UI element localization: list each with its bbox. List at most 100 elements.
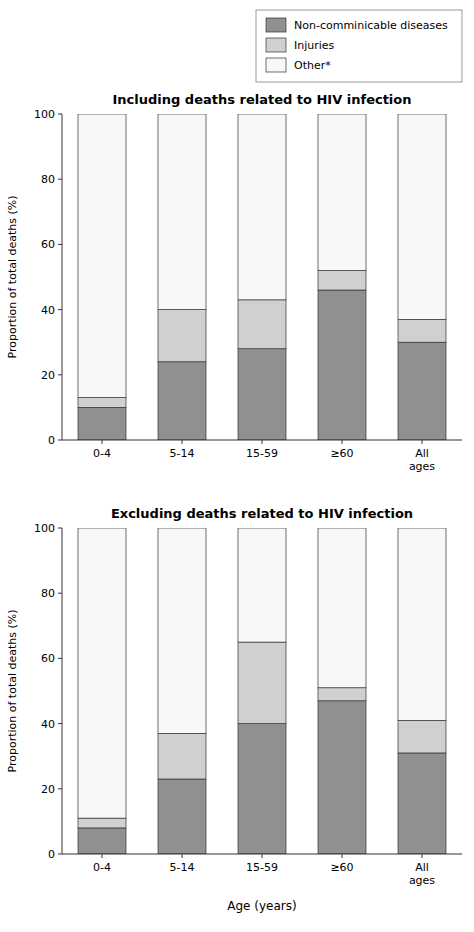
bar-segment — [318, 688, 366, 701]
x-tick-label: 15-59 — [246, 447, 278, 460]
x-tick — [102, 854, 103, 858]
legend-label: Other* — [294, 59, 331, 72]
bar-segment — [398, 114, 446, 319]
y-tick — [58, 723, 62, 724]
y-axis-line — [62, 528, 63, 854]
y-tick — [58, 440, 62, 441]
bar-segment — [78, 828, 126, 854]
x-axis-label: Age (years) — [227, 899, 296, 913]
bars — [78, 528, 446, 854]
x-tick-label: Allages — [409, 447, 435, 473]
x-tick — [102, 440, 103, 444]
bar-segment — [318, 114, 366, 270]
bar-segment — [398, 753, 446, 854]
bar-segment — [238, 349, 286, 440]
x-tick-label-line: 0-4 — [93, 447, 111, 460]
x-tick-label: ≥60 — [330, 447, 353, 460]
y-tick-label: 60 — [41, 238, 55, 251]
y-tick — [58, 309, 62, 310]
chart-title: Excluding deaths related to HIV infectio… — [111, 506, 413, 521]
y-tick-label: 80 — [41, 173, 55, 186]
bars — [78, 114, 446, 440]
bar-segment — [78, 407, 126, 440]
x-tick — [182, 440, 183, 444]
y-tick — [58, 244, 62, 245]
x-tick-label-line: ≥60 — [330, 447, 353, 460]
x-tick-label: 0-4 — [93, 447, 111, 460]
bar-segment — [238, 724, 286, 854]
bar-segment — [318, 270, 366, 290]
y-tick-label: 0 — [48, 434, 55, 447]
legend: Non-comminicable diseases Injuries Other* — [256, 10, 462, 82]
y-tick-label: 100 — [34, 522, 55, 535]
x-tick-label: 5-14 — [170, 447, 195, 460]
y-tick — [58, 593, 62, 594]
x-tick — [422, 440, 423, 444]
x-tick-label: ≥60 — [330, 861, 353, 874]
x-tick-label-line: ages — [409, 460, 435, 473]
y-tick — [58, 179, 62, 180]
legend-swatch — [266, 38, 286, 52]
y-tick — [58, 788, 62, 789]
chart-title: Including deaths related to HIV infectio… — [112, 92, 411, 107]
y-tick-label: 0 — [48, 848, 55, 861]
bar-segment — [78, 398, 126, 408]
bar-segment — [158, 310, 206, 362]
bar-segment — [398, 342, 446, 440]
y-tick-label: 100 — [34, 108, 55, 121]
bar-segment — [318, 528, 366, 688]
y-tick — [58, 658, 62, 659]
y-axis-label: Proportion of total deaths (%) — [6, 195, 19, 358]
legend-label: Injuries — [294, 39, 335, 52]
x-tick — [342, 440, 343, 444]
x-tick-label: 5-14 — [170, 861, 195, 874]
y-tick-label: 80 — [41, 587, 55, 600]
y-axis-label: Proportion of total deaths (%) — [6, 609, 19, 772]
x-tick-label-line: 15-59 — [246, 861, 278, 874]
y-tick — [58, 854, 62, 855]
x-tick-label-line: ≥60 — [330, 861, 353, 874]
x-tick-label-line: 5-14 — [170, 861, 195, 874]
y-tick-label: 20 — [41, 369, 55, 382]
y-tick-label: 40 — [41, 718, 55, 731]
y-tick-label: 20 — [41, 783, 55, 796]
bar-segment — [398, 720, 446, 753]
y-tick — [58, 374, 62, 375]
y-tick-label: 60 — [41, 652, 55, 665]
x-tick-label-line: 5-14 — [170, 447, 195, 460]
bar-segment — [318, 290, 366, 440]
bar-segment — [238, 642, 286, 724]
y-tick-label: 40 — [41, 304, 55, 317]
legend-label: Non-comminicable diseases — [294, 19, 448, 32]
x-tick — [342, 854, 343, 858]
bar-segment — [398, 528, 446, 720]
bar-segment — [158, 362, 206, 440]
figure: Including deaths related to HIV infectio… — [0, 0, 474, 932]
bar-segment — [78, 114, 126, 398]
y-axis-line — [62, 114, 63, 440]
x-tick — [422, 854, 423, 858]
x-tick-label-line: 15-59 — [246, 447, 278, 460]
x-tick-label-line: All — [415, 447, 429, 460]
x-tick-label: Allages — [409, 861, 435, 887]
x-tick-label-line: 0-4 — [93, 861, 111, 874]
chart: Excluding deaths related to HIV infectio… — [6, 506, 462, 913]
bar-segment — [78, 528, 126, 818]
x-tick-label: 0-4 — [93, 861, 111, 874]
x-tick-label-line: All — [415, 861, 429, 874]
bar-segment — [158, 779, 206, 854]
bar-segment — [238, 114, 286, 300]
bar-segment — [158, 733, 206, 779]
bar-segment — [398, 319, 446, 342]
x-tick — [262, 854, 263, 858]
x-tick — [262, 440, 263, 444]
legend-box — [256, 10, 462, 82]
legend-swatch — [266, 58, 286, 72]
legend-swatch — [266, 18, 286, 32]
y-tick — [58, 528, 62, 529]
bar-segment — [158, 114, 206, 310]
x-tick-label-line: ages — [409, 874, 435, 887]
x-tick — [182, 854, 183, 858]
y-tick — [58, 114, 62, 115]
bar-segment — [318, 701, 366, 854]
